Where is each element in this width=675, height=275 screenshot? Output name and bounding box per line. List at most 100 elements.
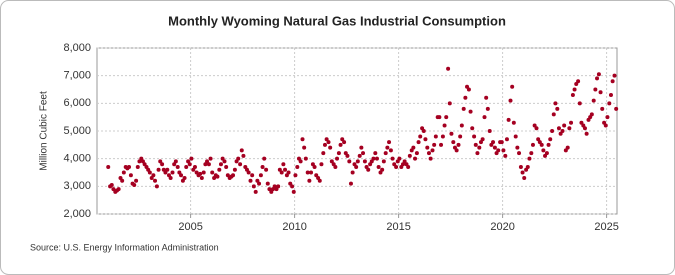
- point: [298, 159, 303, 164]
- point: [208, 156, 213, 161]
- point: [286, 170, 291, 175]
- point: [484, 95, 489, 100]
- point: [109, 182, 114, 187]
- point: [468, 109, 473, 114]
- point: [291, 189, 296, 194]
- point: [160, 162, 165, 167]
- point: [608, 93, 613, 98]
- point: [548, 137, 553, 142]
- point: [189, 156, 194, 161]
- point: [165, 167, 170, 172]
- point: [416, 140, 421, 145]
- point: [238, 162, 243, 167]
- point: [265, 181, 270, 186]
- point: [522, 176, 527, 181]
- point: [614, 106, 619, 111]
- point: [248, 178, 253, 183]
- point: [577, 101, 582, 106]
- point: [529, 151, 534, 156]
- point: [373, 151, 378, 156]
- point: [425, 145, 430, 150]
- point: [317, 178, 322, 183]
- point: [279, 170, 284, 175]
- point: [201, 170, 206, 175]
- point: [390, 156, 395, 161]
- point: [499, 140, 504, 145]
- point: [503, 153, 508, 158]
- point: [530, 142, 535, 147]
- point: [600, 106, 605, 111]
- point: [461, 106, 466, 111]
- point: [418, 134, 423, 139]
- point: [307, 178, 312, 183]
- point: [428, 156, 433, 161]
- point: [206, 162, 211, 167]
- point: [170, 170, 175, 175]
- point: [182, 176, 187, 181]
- point: [397, 156, 402, 161]
- point: [361, 151, 366, 156]
- point: [121, 170, 126, 175]
- point: [388, 148, 393, 153]
- point: [374, 156, 379, 161]
- point: [510, 84, 515, 89]
- point: [348, 181, 353, 186]
- point: [326, 140, 331, 145]
- y-tick-label: 3,000: [63, 180, 91, 192]
- x-tick-label: 2015: [386, 221, 410, 233]
- point: [354, 164, 359, 169]
- point: [338, 142, 343, 147]
- y-tick-label: 2,000: [63, 208, 91, 220]
- point: [525, 164, 530, 169]
- point: [456, 142, 461, 147]
- point: [187, 162, 192, 167]
- point: [383, 151, 388, 156]
- point: [539, 142, 544, 147]
- point: [546, 142, 551, 147]
- point: [433, 134, 438, 139]
- point: [562, 123, 567, 128]
- point: [321, 151, 326, 156]
- point: [262, 156, 267, 161]
- point: [380, 167, 385, 172]
- point: [610, 79, 615, 84]
- point: [232, 167, 237, 172]
- point: [218, 162, 223, 167]
- point: [293, 173, 298, 178]
- point: [260, 164, 265, 169]
- point: [135, 164, 140, 169]
- point: [406, 164, 411, 169]
- point: [414, 151, 419, 156]
- point: [444, 115, 449, 120]
- point: [342, 140, 347, 145]
- point: [576, 79, 581, 84]
- point: [598, 90, 603, 95]
- point: [246, 170, 251, 175]
- x-tick-label: 2010: [282, 221, 306, 233]
- point: [570, 93, 575, 98]
- point: [355, 159, 360, 164]
- point: [199, 176, 204, 181]
- point: [458, 134, 463, 139]
- point: [303, 156, 308, 161]
- point: [504, 137, 509, 142]
- point: [151, 173, 156, 178]
- y-axis-label: Million Cubic Feet: [39, 91, 50, 171]
- point: [192, 164, 197, 169]
- point: [276, 184, 281, 189]
- point: [449, 131, 454, 136]
- point: [612, 73, 617, 78]
- point: [413, 156, 418, 161]
- point: [305, 170, 310, 175]
- x-tick-label: 2005: [178, 221, 202, 233]
- y-tick-label: 7,000: [63, 70, 91, 82]
- y-tick-label: 8,000: [63, 42, 91, 54]
- point: [251, 184, 256, 189]
- point: [472, 134, 477, 139]
- point: [394, 164, 399, 169]
- point: [556, 126, 561, 131]
- point: [236, 156, 241, 161]
- point: [491, 140, 496, 145]
- point: [283, 167, 288, 172]
